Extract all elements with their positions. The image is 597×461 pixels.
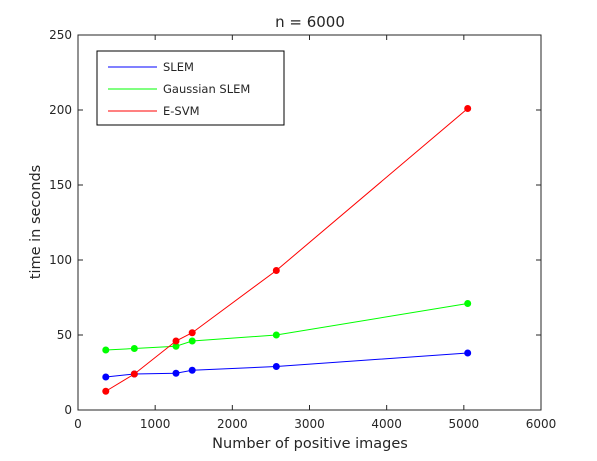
x-axis-ticks: 0 1000 2000 3000 4000 5000 6000 xyxy=(74,35,556,431)
data-point-gaussian-slem xyxy=(464,300,472,307)
x-tick-label: 2000 xyxy=(217,417,248,431)
chart-title: n = 6000 xyxy=(275,13,345,31)
data-point-gaussian-slem xyxy=(188,337,196,345)
series-line-slem xyxy=(105,352,468,378)
series-line-gaussian-slem xyxy=(105,303,468,351)
x-tick-label: 6000 xyxy=(526,417,557,431)
data-point-e-svm xyxy=(464,105,472,112)
data-point-e-svm xyxy=(102,387,110,395)
legend-box xyxy=(96,50,285,126)
series-gaussian-slem xyxy=(102,300,472,354)
x-tick-label: 4000 xyxy=(371,417,402,431)
x-tick-label: 1000 xyxy=(140,417,171,431)
data-point-gaussian-slem xyxy=(172,342,180,350)
series-e-svm xyxy=(102,105,472,395)
data-point-e-svm xyxy=(130,370,138,378)
x-axis-label: Number of positive images xyxy=(212,436,408,452)
y-tick-label: 50 xyxy=(57,328,72,342)
y-tick-label: 150 xyxy=(49,178,72,192)
data-point-slem xyxy=(188,366,196,374)
data-point-slem xyxy=(464,349,472,357)
y-tick-label: 100 xyxy=(49,253,72,267)
y-axis-label: time in seconds xyxy=(28,165,44,279)
data-point-gaussian-slem xyxy=(102,346,110,354)
x-tick-label: 0 xyxy=(74,417,82,431)
legend-label-slem: SLEM xyxy=(163,60,194,74)
data-point-e-svm xyxy=(188,329,196,337)
y-tick-label: 250 xyxy=(49,28,72,42)
y-axis-ticks: 0 50 100 150 200 250 xyxy=(49,28,541,417)
data-point-e-svm xyxy=(172,337,180,345)
x-tick-label: 5000 xyxy=(449,417,480,431)
legend: SLEM Gaussian SLEM E-SVM xyxy=(96,50,285,126)
data-point-e-svm xyxy=(272,267,280,274)
data-point-slem xyxy=(272,363,280,370)
data-point-gaussian-slem xyxy=(272,331,280,339)
series-layer xyxy=(102,105,472,395)
y-tick-label: 200 xyxy=(49,103,72,117)
data-point-gaussian-slem xyxy=(130,345,138,352)
x-tick-label: 3000 xyxy=(294,417,325,431)
data-point-slem xyxy=(102,373,110,381)
data-point-slem xyxy=(172,369,180,377)
y-tick-label: 0 xyxy=(64,403,72,417)
series-line-e-svm xyxy=(105,108,469,392)
legend-label-gaussian-slem: Gaussian SLEM xyxy=(163,82,250,96)
legend-label-e-svm: E-SVM xyxy=(163,104,200,118)
